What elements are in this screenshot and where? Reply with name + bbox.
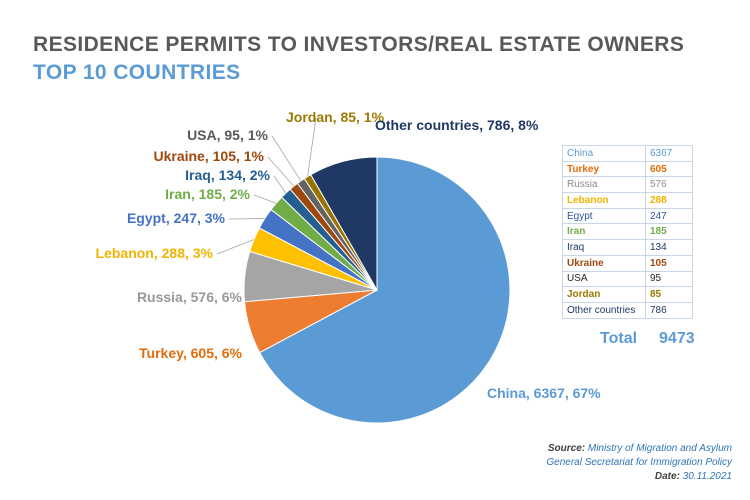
table-row: Iraq 134 [562,239,693,256]
table-country-cell: Ukraine [562,254,646,272]
table-value-cell: 288 [645,192,693,209]
date-label: Date: [654,471,680,482]
table-country-cell: Russia [562,176,646,194]
table-row: China 6367 [562,145,693,162]
table-row: Turkey 605 [562,160,693,178]
leader-line [216,239,255,255]
table-row: Russia 576 [562,176,693,194]
table-row: Ukraine 105 [562,254,693,272]
data-label-iran: Iran, 185, 2% [165,186,250,202]
data-label-iraq: Iraq, 134, 2% [185,167,270,183]
table-value-cell: 185 [645,223,693,241]
chart-title: RESIDENCE PERMITS TO INVESTORS/REAL ESTA… [33,33,685,56]
data-label-lebanon: Lebanon, 288, 3% [96,245,214,261]
data-label-russia: Russia, 576, 6% [137,289,243,305]
data-label-ukraine: Ukraine, 105, 1% [153,148,264,164]
table-country-cell: Other countries [562,301,646,319]
table-value-cell: 95 [645,270,693,288]
leader-line [271,135,302,182]
data-label-usa: USA, 95, 1% [187,127,268,143]
data-label-egypt: Egypt, 247, 3% [127,210,226,226]
table-row: Other countries 786 [562,301,693,319]
table-value-cell: 105 [645,254,693,272]
table-value-cell: 605 [645,160,693,178]
table-country-cell: Lebanon [562,192,646,209]
table-value-cell: 576 [645,176,693,194]
table-country-cell: Jordan [562,286,646,303]
table-country-cell: Iran [562,223,646,241]
source-date: 30.11.2021 [682,471,732,482]
table-country-cell: China [562,145,646,162]
total-value: 9473 [659,330,695,347]
data-label-china: China, 6367, 67% [487,385,601,401]
table-row: USA 95 [562,270,693,288]
chart-subtitle: TOP 10 COUNTRIES [33,61,241,84]
pie-slice-other-countries [310,156,378,292]
table-country-cell: Egypt [562,207,646,225]
table-country-cell: Iraq [562,239,646,256]
table-value-cell: 134 [645,239,693,256]
data-label-turkey: Turkey, 605, 6% [139,345,243,361]
table-country-cell: Turkey [562,160,646,178]
table-value-cell: 85 [645,286,693,303]
source-line-2: General Secretariat for Immigration Poli… [546,457,732,468]
table-row: Egypt 247 [562,207,693,225]
table-value-cell: 6367 [645,145,693,162]
pie-slice-china [258,156,511,424]
data-label-jordan: Jordan, 85, 1% [286,109,385,125]
table-row: Jordan 85 [562,286,693,303]
leader-line [307,117,317,177]
leader-line [253,194,277,204]
total-label: Total [600,330,638,347]
source-label: Source: [547,443,586,454]
leader-line [267,156,295,187]
data-label-other-countries: Other countries, 786, 8% [375,117,539,133]
table-value-cell: 786 [645,301,693,319]
data-table: China 6367 Turkey 605 Russia 576 Lebanon 288 Egy… [562,145,693,319]
leader-line [273,175,287,194]
total-row: Total 9473 [600,330,695,348]
table-country-cell: USA [562,270,646,288]
table-row: Lebanon 288 [562,192,693,209]
table-row: Iran 185 [562,223,693,241]
source-note: Source: Ministry of Migration and Asylum… [546,442,732,484]
source-line-1: Ministry of Migration and Asylum [587,443,732,454]
table-value-cell: 247 [645,207,693,225]
